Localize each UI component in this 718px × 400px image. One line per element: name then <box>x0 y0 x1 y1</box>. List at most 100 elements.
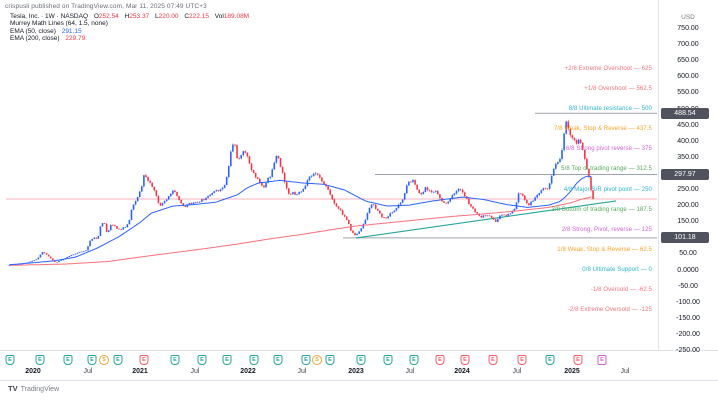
indicator-row-murrey[interactable]: Murrey Math Lines (64, 1.5, none) <box>10 20 249 27</box>
candle-body <box>497 219 499 222</box>
earnings-icon[interactable]: E <box>573 355 583 365</box>
support-trendline[interactable] <box>355 200 617 239</box>
candle-body <box>379 210 381 214</box>
earnings-icon[interactable]: E <box>488 355 498 365</box>
candle-body <box>18 264 21 265</box>
split-icon[interactable]: S <box>312 355 322 365</box>
plot-area[interactable] <box>6 112 657 266</box>
earnings-icon[interactable]: E <box>356 355 366 365</box>
candle-body <box>381 213 383 218</box>
time-axis-label: 2021 <box>132 368 148 375</box>
candle-body <box>474 208 476 213</box>
earnings-icon[interactable]: E <box>63 355 73 365</box>
candle-body <box>254 172 257 178</box>
indicator-row-ema50[interactable]: EMA (50, close) 291.15 <box>10 28 249 35</box>
candle-body <box>165 199 168 202</box>
candle-body <box>292 192 294 195</box>
candle-body <box>126 224 129 228</box>
candle-body <box>99 226 102 236</box>
candle-body <box>494 219 497 222</box>
earnings-icon[interactable]: E <box>87 355 97 365</box>
candle-body <box>447 201 449 204</box>
earnings-icon[interactable]: E <box>113 355 123 365</box>
earnings-icon[interactable]: E <box>517 355 527 365</box>
candle-body <box>136 197 139 202</box>
candle-body <box>128 219 131 225</box>
future-earnings-icon[interactable]: E <box>597 355 607 365</box>
candle-body <box>78 252 81 253</box>
candle-body <box>178 196 180 201</box>
candle-body <box>93 237 96 239</box>
candle-body <box>561 150 563 159</box>
earnings-icon[interactable]: E <box>249 355 259 365</box>
candle-body <box>80 251 83 253</box>
candle-body <box>153 186 156 191</box>
earnings-icon[interactable]: E <box>301 355 311 365</box>
candle-body <box>480 215 483 218</box>
candle-body <box>221 187 224 190</box>
tradingview-logo[interactable]: TV TradingView <box>8 384 59 393</box>
indicator-row-ema200[interactable]: EMA (200, close) 229.79 <box>10 35 249 42</box>
tradingview-logo-icon: TV <box>8 384 18 393</box>
murrey-indicator-label: Murrey Math Lines (64, 1.5, none) <box>10 20 108 28</box>
symbol-title[interactable]: Tesla, Inc. · 1W · NASDAQ <box>10 13 89 20</box>
candle-body <box>186 204 189 207</box>
candle-body <box>590 177 592 191</box>
earnings-icon[interactable]: E <box>5 355 15 365</box>
candle-body <box>397 204 400 209</box>
candlestick-series[interactable] <box>8 119 594 266</box>
price-tick: 700.00 <box>677 41 699 49</box>
high-label: H <box>124 13 130 20</box>
candle-body <box>348 219 350 225</box>
candle-body <box>85 250 87 252</box>
candle-body <box>217 190 220 192</box>
candle-body <box>563 133 565 151</box>
earnings-icon[interactable]: E <box>435 355 445 365</box>
earnings-icon[interactable]: E <box>197 355 207 365</box>
low-label: L <box>155 13 159 20</box>
earnings-icon[interactable]: E <box>222 355 232 365</box>
split-icon[interactable]: S <box>99 355 109 365</box>
candle-body <box>287 188 290 194</box>
candle-body <box>234 144 236 146</box>
candle-body <box>335 203 338 207</box>
candle-body <box>310 175 313 177</box>
earnings-icon[interactable]: E <box>273 355 283 365</box>
murrey-label: 8/8 Ultimate resistance — 500 <box>568 106 652 112</box>
candle-body <box>461 189 464 193</box>
candle-body <box>265 182 267 188</box>
time-axis-label: 2020 <box>25 368 41 375</box>
earnings-icon[interactable]: E <box>383 355 393 365</box>
earnings-icon[interactable]: E <box>545 355 555 365</box>
candle-body <box>194 202 197 203</box>
earnings-icon[interactable]: E <box>35 355 45 365</box>
candle-body <box>528 203 530 206</box>
candle-body <box>352 230 354 233</box>
candle-body <box>37 257 40 260</box>
candle-body <box>519 193 522 195</box>
earnings-icon[interactable]: E <box>409 355 419 365</box>
candle-body <box>290 193 292 195</box>
candle-body <box>426 187 429 190</box>
candle-body <box>211 193 214 195</box>
murrey-label: -2/8 Extreme Oversold — -125 <box>567 307 652 314</box>
earnings-icon[interactable]: E <box>170 355 180 365</box>
candle-body <box>565 121 567 134</box>
candle-body <box>91 238 93 241</box>
candle-body <box>339 208 342 211</box>
candle-body <box>256 177 259 179</box>
candle-body <box>143 175 145 187</box>
earnings-icon[interactable]: E <box>460 355 470 365</box>
candle-body <box>579 139 582 143</box>
earnings-icon[interactable]: E <box>139 355 149 365</box>
candle-body <box>213 191 216 194</box>
earnings-icon[interactable]: E <box>325 355 335 365</box>
candle-body <box>405 185 408 194</box>
candle-body <box>323 181 325 185</box>
open-value: 252.54 <box>98 13 119 20</box>
candle-body <box>341 210 344 215</box>
candle-body <box>259 178 261 183</box>
candle-body <box>60 260 62 261</box>
murrey-label: -1/8 Oversold — -62.5 <box>590 287 652 294</box>
